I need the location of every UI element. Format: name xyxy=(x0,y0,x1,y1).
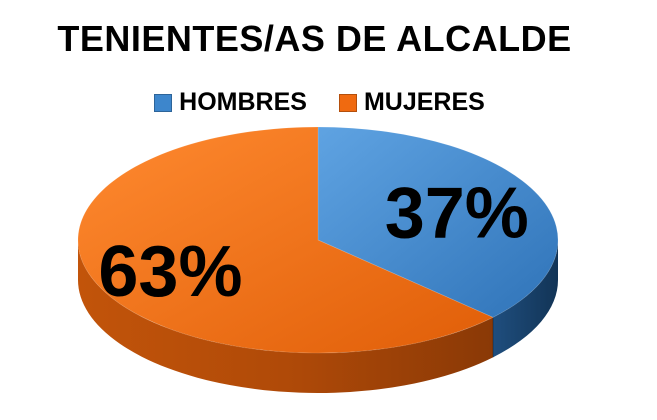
legend-item-hombres: HOMBRES xyxy=(154,88,307,117)
legend-swatch-hombres xyxy=(154,93,173,112)
pie-slice-hombres xyxy=(317,126,559,318)
chart-legend: HOMBRES MUJERES xyxy=(0,88,657,117)
legend-swatch-mujeres xyxy=(338,93,357,112)
legend-label-mujeres: MUJERES xyxy=(363,88,485,116)
pie-slice-mujeres xyxy=(77,126,494,354)
legend-label-hombres: HOMBRES xyxy=(179,88,307,116)
pie-side-mujeres xyxy=(78,240,493,393)
legend-item-mujeres: MUJERES xyxy=(338,88,485,117)
data-label-mujeres: 63% xyxy=(98,232,242,312)
pie-side-hombres xyxy=(492,240,558,358)
chart-title: TENIENTES/AS DE ALCALDE xyxy=(57,18,572,59)
data-label-hombres: 37% xyxy=(385,174,529,254)
